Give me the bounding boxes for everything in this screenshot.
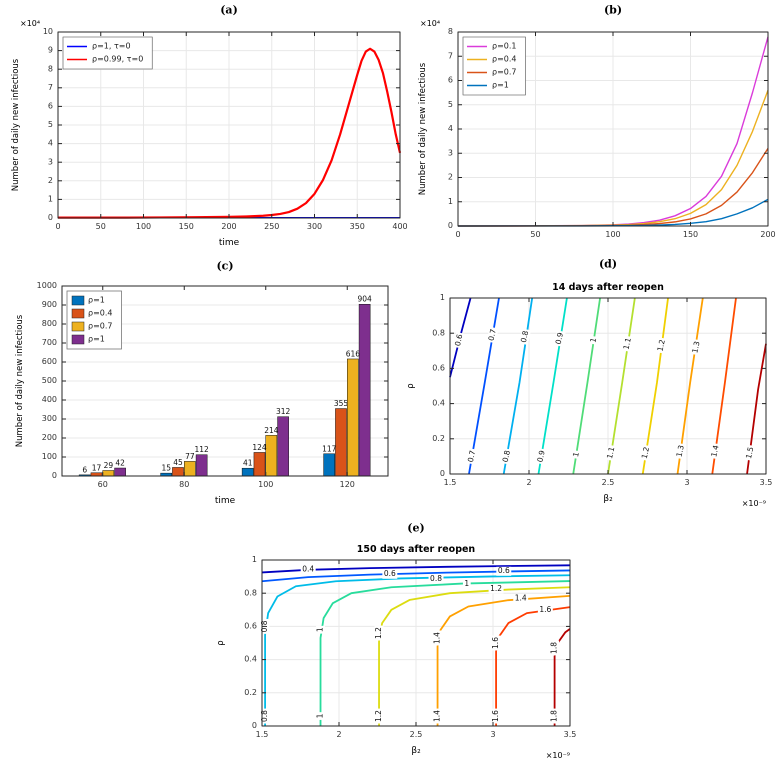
panel-e-contour-chart [212,520,584,772]
panel-d [402,256,778,520]
panel-a-line-chart [6,2,410,256]
panel-b-line-chart [414,2,778,256]
panel-a [6,2,410,256]
panel-d-contour-chart [402,256,778,520]
panel-e [212,520,584,772]
panel-b [414,2,778,256]
panel-c [8,258,398,516]
panel-c-bar-chart [8,258,398,516]
